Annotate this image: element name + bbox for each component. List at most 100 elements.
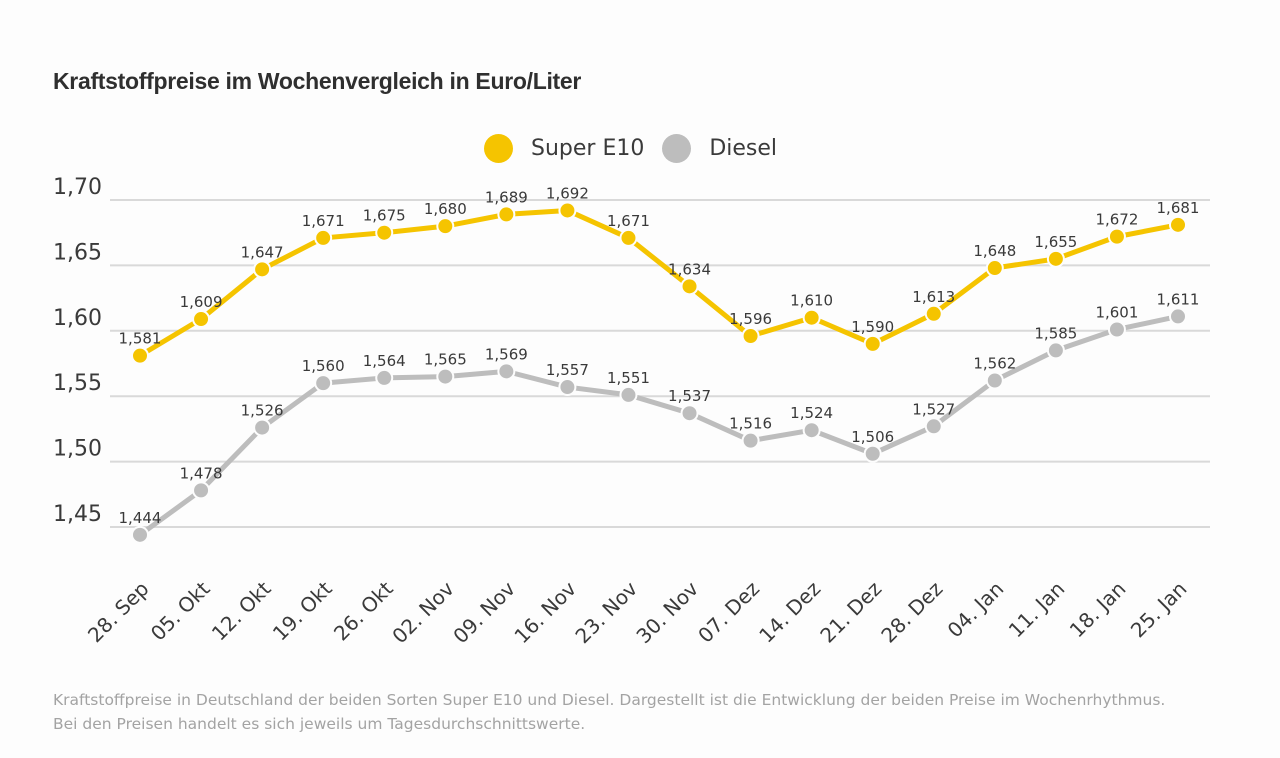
data-label: 1,565 <box>424 351 467 369</box>
x-tick-label: 12. Okt <box>207 576 276 645</box>
data-label: 1,564 <box>363 352 406 370</box>
data-point <box>192 310 211 329</box>
y-tick-label: 1,70 <box>53 175 102 200</box>
data-label: 1,562 <box>973 355 1016 373</box>
data-label: 1,444 <box>119 509 162 527</box>
data-point <box>802 421 821 440</box>
y-tick-label: 1,55 <box>53 371 102 396</box>
chart-title: Kraftstoffpreise im Wochenvergleich in E… <box>53 68 582 94</box>
data-label: 1,581 <box>119 330 162 348</box>
series-line <box>138 313 1179 537</box>
data-point <box>192 481 211 500</box>
data-label: 1,478 <box>180 464 223 482</box>
x-tick-label: 18. Jan <box>1065 577 1131 643</box>
data-label: 1,672 <box>1095 211 1138 229</box>
data-point <box>802 308 821 327</box>
data-label: 1,560 <box>302 357 345 375</box>
data-point <box>1046 341 1065 360</box>
data-point <box>863 444 882 463</box>
data-point <box>558 378 577 397</box>
data-label: 1,527 <box>912 400 955 418</box>
data-label: 1,585 <box>1034 324 1077 342</box>
data-point <box>375 368 394 387</box>
series-diesel: 1,444 1,478 1,526 1,560 1,564 1,565 1,569 1,557… <box>119 290 1200 544</box>
data-point <box>253 260 272 279</box>
data-point <box>314 374 333 393</box>
data-point <box>558 201 577 220</box>
data-label: 1,609 <box>180 293 223 311</box>
data-label: 1,506 <box>851 428 894 446</box>
data-label: 1,692 <box>546 184 589 202</box>
x-tick-label: 21. Dez <box>815 577 886 648</box>
data-point <box>253 418 272 437</box>
series-layer: 1,581 1,609 1,647 1,671 1,675 1,680 1,689 1,692… <box>119 184 1200 544</box>
x-tick-label: 23. Nov <box>570 576 642 648</box>
y-tick-label: 1,65 <box>53 240 102 265</box>
data-point <box>924 304 943 323</box>
data-label: 1,611 <box>1157 290 1200 308</box>
data-point <box>314 228 333 247</box>
data-label: 1,671 <box>607 212 650 230</box>
data-label: 1,647 <box>241 243 284 261</box>
data-point <box>131 525 149 544</box>
data-point <box>131 346 149 365</box>
chart-footnote: Kraftstoffpreise in Deutschland der beid… <box>53 691 1166 733</box>
x-tick-label: 28. Sep <box>83 577 154 648</box>
data-label: 1,680 <box>424 200 467 218</box>
data-point <box>741 431 760 450</box>
data-point <box>741 327 760 346</box>
data-label: 1,551 <box>607 369 650 387</box>
x-tick-label: 14. Dez <box>754 577 825 648</box>
data-label: 1,526 <box>241 402 284 420</box>
data-label: 1,610 <box>790 292 833 310</box>
data-label: 1,681 <box>1157 199 1200 217</box>
data-point <box>1046 249 1065 268</box>
data-label: 1,569 <box>485 345 528 363</box>
legend-marker-super-e10 <box>484 134 513 163</box>
data-point <box>497 362 516 381</box>
data-point <box>436 217 455 236</box>
data-point <box>863 334 882 353</box>
legend: Super E10 Diesel <box>484 134 795 163</box>
data-label: 1,590 <box>851 318 894 336</box>
x-tick-label: 04. Jan <box>943 577 1009 643</box>
data-point <box>1169 307 1187 326</box>
data-label: 1,516 <box>729 415 772 433</box>
data-point <box>497 205 516 224</box>
data-point <box>375 223 394 242</box>
x-tick-label: 26. Okt <box>329 576 398 645</box>
x-tick-label: 25. Jan <box>1126 577 1192 643</box>
data-label: 1,671 <box>302 212 345 230</box>
data-label: 1,601 <box>1095 303 1138 321</box>
x-tick-label: 19. Okt <box>268 576 337 645</box>
legend-marker-diesel <box>662 134 692 163</box>
data-label: 1,648 <box>973 242 1016 260</box>
data-point <box>680 404 699 423</box>
data-label: 1,537 <box>668 387 711 405</box>
data-label: 1,613 <box>912 288 955 306</box>
legend-item-diesel: Diesel <box>662 134 777 163</box>
data-label: 1,596 <box>729 310 772 328</box>
series-super-e10: 1,581 1,609 1,647 1,671 1,675 1,680 1,689 1,692… <box>119 184 1200 365</box>
data-point <box>985 259 1004 278</box>
data-point <box>924 417 943 436</box>
data-point <box>619 228 638 247</box>
series-line <box>138 207 1179 358</box>
x-tick-label: 16. Nov <box>509 576 581 648</box>
y-axis-ticks: 1,70 1,65 1,60 1,55 1,50 1,45 <box>53 175 102 527</box>
data-point <box>985 371 1004 390</box>
data-label: 1,675 <box>363 207 406 225</box>
data-point <box>680 277 699 296</box>
data-point <box>1169 215 1187 234</box>
data-label: 1,655 <box>1034 233 1077 251</box>
data-label: 1,689 <box>485 188 528 206</box>
x-tick-label: 11. Jan <box>1004 577 1070 643</box>
data-label: 1,557 <box>546 361 589 379</box>
x-tick-label: 28. Dez <box>876 577 947 648</box>
x-tick-label: 09. Nov <box>448 576 520 648</box>
y-tick-label: 1,60 <box>53 306 102 331</box>
data-point <box>1107 320 1126 339</box>
y-tick-label: 1,45 <box>53 502 102 527</box>
